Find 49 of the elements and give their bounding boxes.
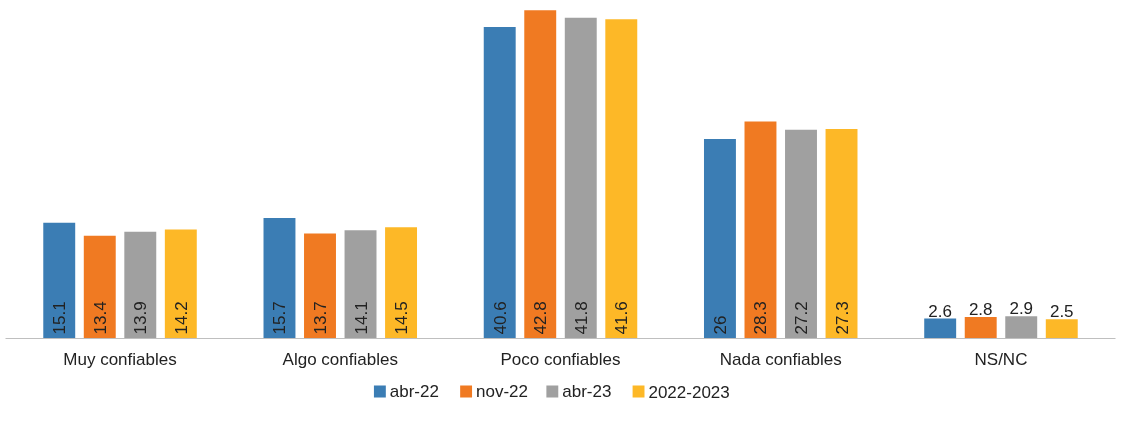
data-label: 15.1: [50, 301, 70, 335]
bar: [785, 129, 817, 339]
bar: [524, 10, 557, 339]
x-tick-label: Algo confiables: [282, 349, 398, 369]
x-tick-label: Poco confiables: [500, 349, 621, 369]
legend-label: abr-23: [562, 382, 612, 401]
bar: [1005, 316, 1038, 339]
bar: [924, 318, 957, 339]
bar: [43, 222, 76, 339]
data-label: 28.3: [751, 301, 771, 335]
bar: [964, 317, 997, 339]
data-label: 40.6: [490, 301, 510, 335]
bar: [263, 218, 296, 339]
data-label: 14.2: [171, 301, 191, 335]
legend-label: 2022-2023: [648, 382, 730, 402]
bar: [124, 231, 157, 339]
data-label: 2.5: [1049, 302, 1074, 322]
data-label: 2.9: [1009, 299, 1034, 319]
bar: [164, 229, 197, 339]
data-label: 13.7: [311, 301, 330, 335]
data-label: 14.5: [392, 301, 412, 335]
data-label: 13.9: [131, 301, 151, 335]
data-label: 42.8: [531, 301, 551, 335]
x-tick-label: NS/NC: [974, 349, 1028, 369]
bar: [1045, 319, 1078, 339]
data-label: 2.6: [928, 301, 953, 321]
bar: [605, 19, 638, 339]
data-label: 26: [710, 315, 730, 335]
legend-label: nov-22: [476, 382, 528, 401]
x-tick-label: Nada confiables: [719, 349, 842, 369]
bar: [385, 227, 418, 339]
legend-label: abr-22: [389, 382, 439, 401]
bar: [483, 27, 516, 339]
bar: [825, 129, 858, 339]
x-tick-label: Muy confiables: [63, 349, 177, 369]
data-label: 27.3: [832, 301, 852, 335]
data-label: 27.2: [792, 301, 811, 335]
data-label: 41.6: [612, 301, 632, 335]
bar: [564, 17, 597, 339]
data-label: 41.8: [571, 301, 591, 335]
data-label: 2.8: [968, 300, 993, 320]
data-label: 15.7: [270, 301, 290, 335]
data-label: 13.4: [90, 301, 110, 335]
data-label: 14.1: [351, 301, 371, 335]
bar: [703, 139, 736, 339]
bar: [744, 121, 777, 339]
bar: [83, 235, 116, 339]
bar: [304, 233, 336, 339]
bar: [344, 230, 377, 339]
